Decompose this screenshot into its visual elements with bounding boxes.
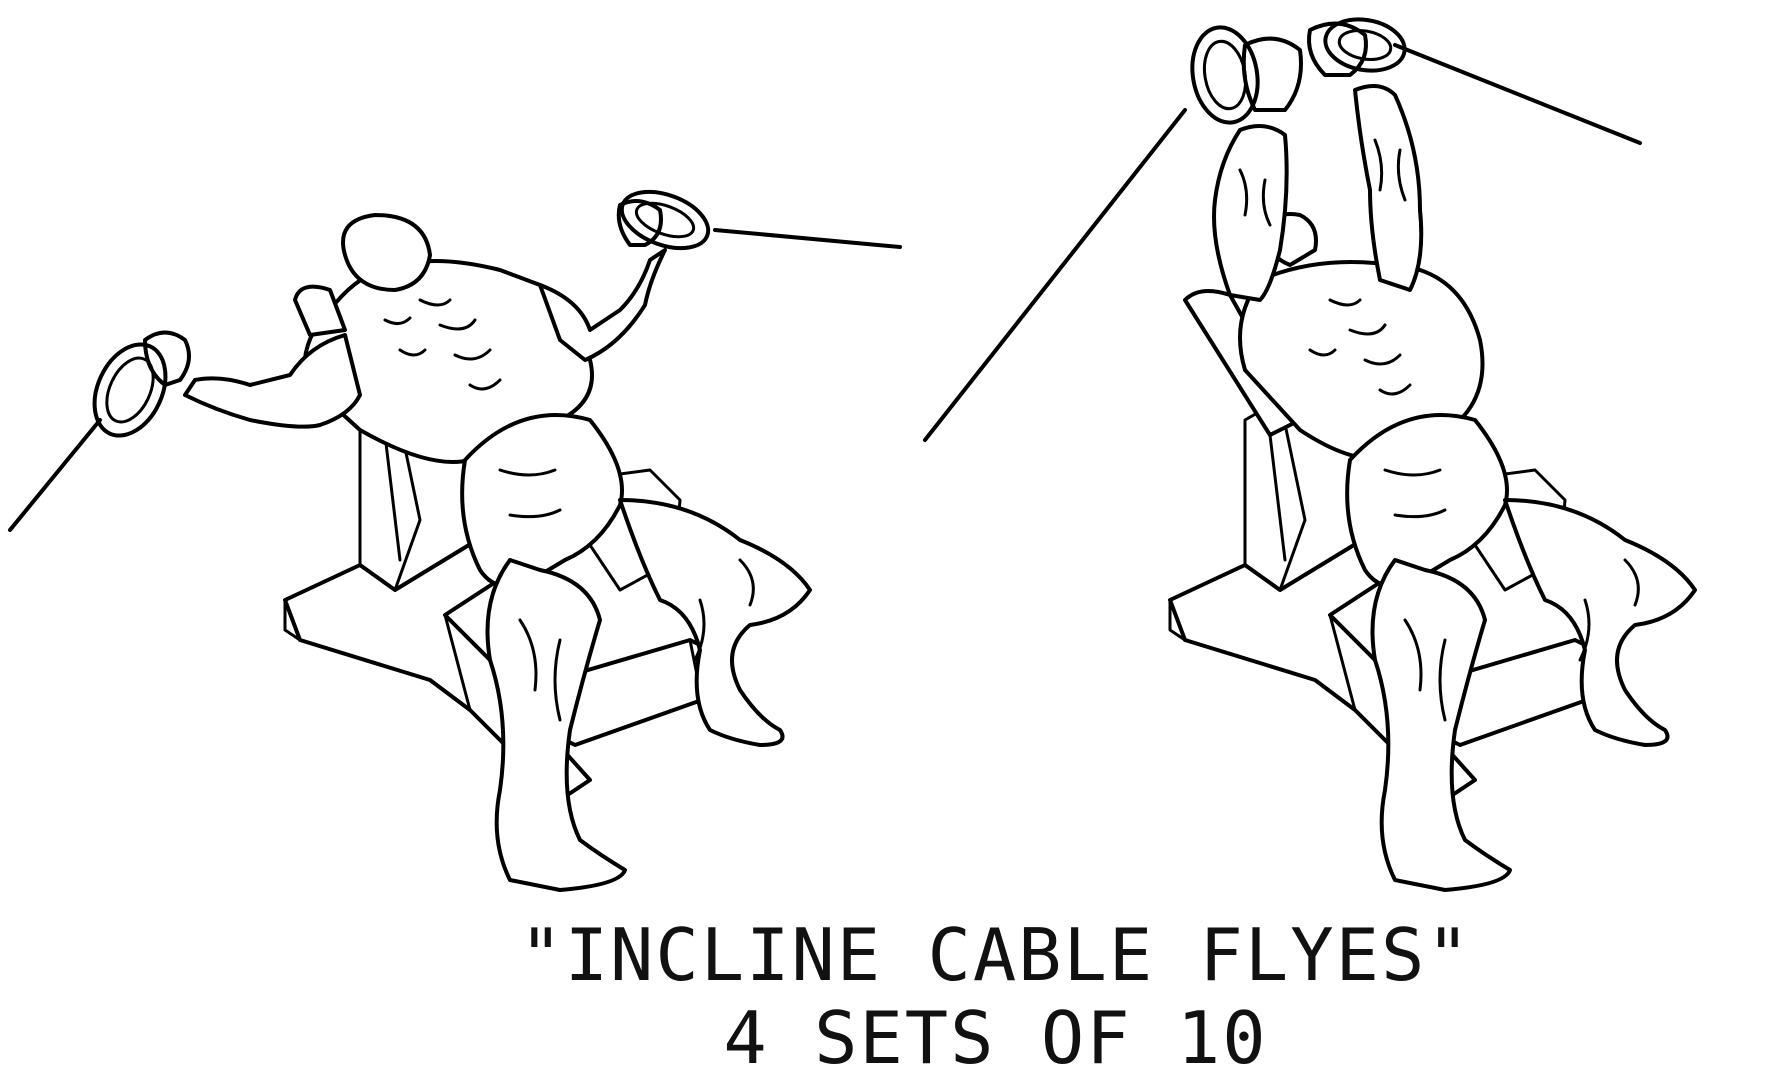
shorts bbox=[1345, 413, 1509, 589]
right-leg bbox=[618, 498, 812, 747]
left-leg bbox=[485, 558, 627, 892]
right-arm bbox=[1353, 84, 1424, 292]
right-cable-line bbox=[713, 228, 902, 249]
head bbox=[341, 213, 432, 292]
sets-reps: 4 SETS OF 10 bbox=[723, 996, 1268, 1080]
left-cable-line bbox=[8, 418, 102, 532]
left-leg bbox=[1370, 558, 1512, 892]
right-arm bbox=[538, 248, 667, 362]
right-handle-ring bbox=[1323, 17, 1407, 73]
right-handle-ring bbox=[619, 189, 711, 251]
left-handle-ring bbox=[1190, 25, 1260, 125]
exercise-illustration bbox=[8, 17, 1697, 892]
finish-position-figure bbox=[923, 17, 1697, 892]
exercise-title: "INCLINE CABLE FLYES" bbox=[519, 913, 1472, 997]
shorts bbox=[460, 413, 624, 589]
left-arm bbox=[183, 333, 362, 429]
start-position-figure bbox=[8, 189, 902, 892]
right-leg bbox=[1503, 498, 1697, 747]
left-handle-ring bbox=[92, 342, 168, 438]
left-cable-line bbox=[923, 108, 1187, 442]
left-hand bbox=[1241, 36, 1303, 112]
left-arm bbox=[1212, 124, 1289, 302]
right-cable-line bbox=[1393, 43, 1642, 145]
